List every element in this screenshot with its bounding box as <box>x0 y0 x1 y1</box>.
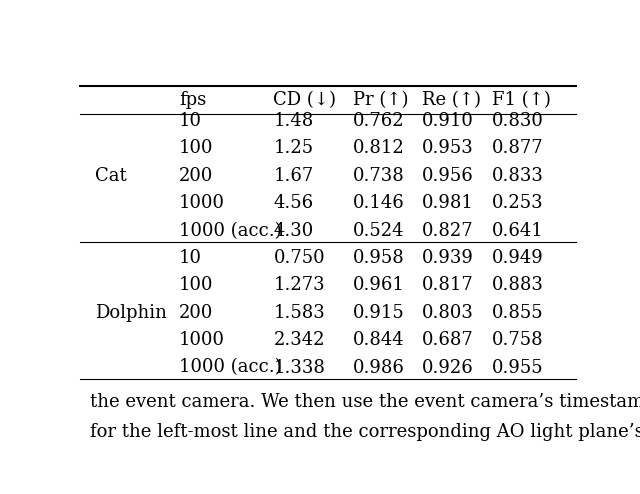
Text: for the left-most line and the corresponding AO light plane’s: for the left-most line and the correspon… <box>90 422 640 441</box>
Text: 1.67: 1.67 <box>273 167 314 185</box>
Text: 0.641: 0.641 <box>492 222 543 240</box>
Text: the event camera. We then use the event camera’s timestamp: the event camera. We then use the event … <box>90 393 640 411</box>
Text: F1 (↑): F1 (↑) <box>492 91 550 109</box>
Text: 0.855: 0.855 <box>492 304 543 322</box>
Text: 0.986: 0.986 <box>353 359 404 376</box>
Text: 0.146: 0.146 <box>353 194 404 212</box>
Text: 100: 100 <box>179 139 214 158</box>
Text: 0.762: 0.762 <box>353 112 404 130</box>
Text: 200: 200 <box>179 304 214 322</box>
Text: 10: 10 <box>179 112 202 130</box>
Text: 0.953: 0.953 <box>422 139 474 158</box>
Text: 0.687: 0.687 <box>422 331 474 349</box>
Text: 0.949: 0.949 <box>492 249 543 267</box>
Text: 1.48: 1.48 <box>273 112 314 130</box>
Text: 4.56: 4.56 <box>273 194 314 212</box>
Text: 1.25: 1.25 <box>273 139 314 158</box>
Text: 0.827: 0.827 <box>422 222 474 240</box>
Text: 1000 (acc.): 1000 (acc.) <box>179 222 282 240</box>
Text: 0.915: 0.915 <box>353 304 404 322</box>
Text: Re (↑): Re (↑) <box>422 91 481 109</box>
Text: 0.910: 0.910 <box>422 112 474 130</box>
Text: 0.958: 0.958 <box>353 249 404 267</box>
Text: 200: 200 <box>179 167 214 185</box>
Text: 0.883: 0.883 <box>492 276 543 294</box>
Text: Pr (↑): Pr (↑) <box>353 91 408 109</box>
Text: 0.253: 0.253 <box>492 194 543 212</box>
Text: 1.583: 1.583 <box>273 304 325 322</box>
Text: 0.758: 0.758 <box>492 331 543 349</box>
Text: 0.524: 0.524 <box>353 222 404 240</box>
Text: fps: fps <box>179 91 207 109</box>
Text: 0.939: 0.939 <box>422 249 474 267</box>
Text: 0.830: 0.830 <box>492 112 543 130</box>
Text: 0.956: 0.956 <box>422 167 474 185</box>
Text: CD (↓): CD (↓) <box>273 91 337 109</box>
Text: 1000: 1000 <box>179 331 225 349</box>
Text: 1000: 1000 <box>179 194 225 212</box>
Text: 10: 10 <box>179 249 202 267</box>
Text: 0.981: 0.981 <box>422 194 474 212</box>
Text: 4.30: 4.30 <box>273 222 314 240</box>
Text: 0.844: 0.844 <box>353 331 404 349</box>
Text: 0.961: 0.961 <box>353 276 404 294</box>
Text: 1.338: 1.338 <box>273 359 325 376</box>
Text: 0.750: 0.750 <box>273 249 325 267</box>
Text: 0.803: 0.803 <box>422 304 474 322</box>
Text: 1000 (acc.): 1000 (acc.) <box>179 359 282 376</box>
Text: Cat: Cat <box>95 167 127 185</box>
Text: 0.812: 0.812 <box>353 139 404 158</box>
Text: 0.877: 0.877 <box>492 139 543 158</box>
Text: 1.273: 1.273 <box>273 276 325 294</box>
Text: Dolphin: Dolphin <box>95 304 167 322</box>
Text: 100: 100 <box>179 276 214 294</box>
Text: 0.926: 0.926 <box>422 359 474 376</box>
Text: 0.817: 0.817 <box>422 276 474 294</box>
Text: 0.955: 0.955 <box>492 359 543 376</box>
Text: 0.738: 0.738 <box>353 167 404 185</box>
Text: 2.342: 2.342 <box>273 331 325 349</box>
Text: 0.833: 0.833 <box>492 167 543 185</box>
